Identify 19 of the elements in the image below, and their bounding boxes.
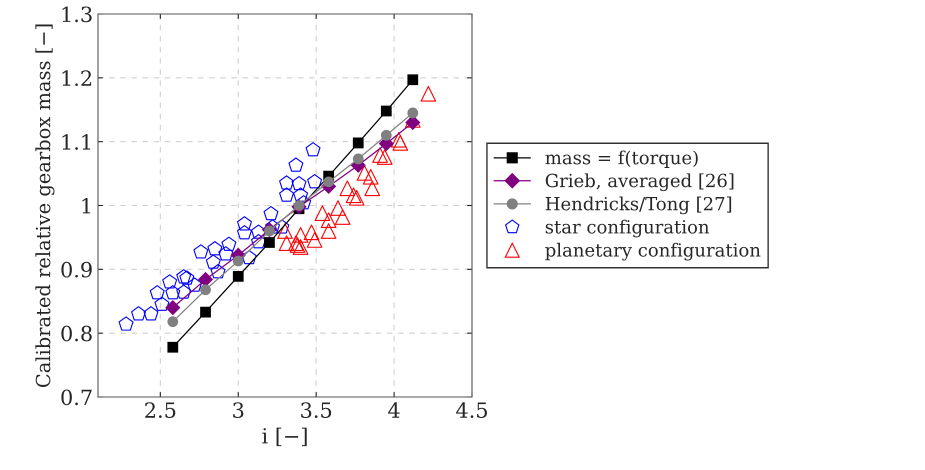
x-tick-label: 3.5: [301, 402, 332, 418]
y-tick-label: 1.2: [62, 70, 92, 86]
x-tick-label: 2.5: [145, 402, 176, 418]
x-axis-title: i [−]: [262, 428, 307, 446]
y-axis-title: Calibrated relative gearbox mass [−]: [35, 24, 54, 388]
y-tick-label: 0.9: [61, 262, 92, 278]
y-tick-label: 0.8: [61, 326, 92, 342]
y-tick-label: 0.7: [61, 389, 92, 406]
legend-label: Grieb, averaged [26]: [546, 173, 734, 192]
y-tick-label: 1.1: [62, 134, 90, 150]
y-tick-label: 1.3: [62, 6, 92, 22]
x-tick-label: 4: [388, 402, 400, 418]
x-tick-label: 4.5: [456, 402, 487, 418]
legend-label: mass = f(torque): [545, 150, 698, 168]
y-tick-label: 1: [82, 198, 90, 214]
x-tick-label: 3: [233, 402, 244, 418]
legend-label: planetary configuration: [545, 242, 760, 261]
legend-label: Hendricks/Tong [27]: [546, 196, 732, 214]
legend-label: star configuration: [546, 220, 710, 238]
